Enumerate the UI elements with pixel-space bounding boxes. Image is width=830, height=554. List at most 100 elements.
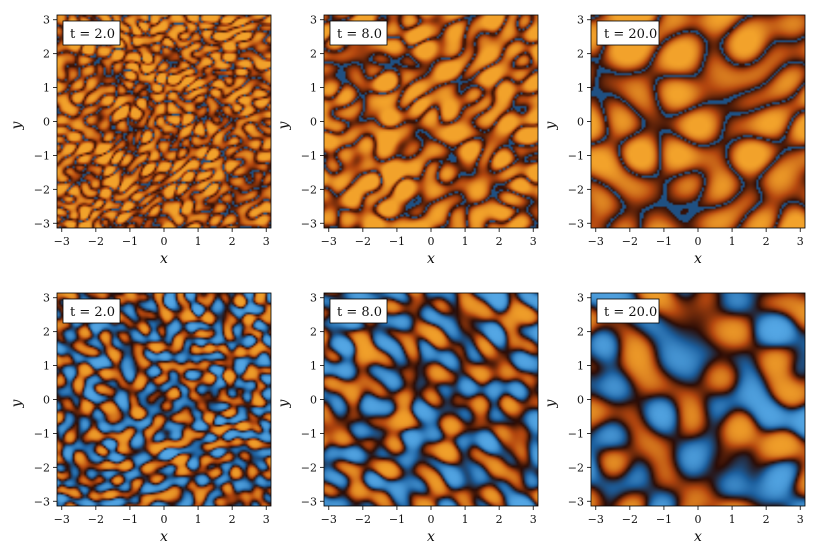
y-tick-label: 3 bbox=[310, 14, 317, 27]
x-axis-label: x bbox=[160, 529, 168, 545]
x-tick-label: 1 bbox=[729, 513, 736, 526]
time-annotation-box bbox=[62, 298, 121, 324]
x-tick-label: 1 bbox=[729, 235, 736, 248]
y-tick-label: −2 bbox=[34, 461, 50, 474]
x-tick-label: 3 bbox=[263, 513, 270, 526]
y-tick-label: 2 bbox=[310, 326, 317, 339]
panel-bottom-1: −3 −2 −1 0 1 2 3 −3 −2 −1 0 1 2 3 x y t = 2.0 bbox=[9, 292, 272, 545]
x-tick-label: 0 bbox=[695, 235, 702, 248]
panel-top-1: −3 −2 −1 0 1 2 3 −3 −2 −1 0 1 2 3 x y t = 2.0 bbox=[9, 14, 272, 267]
y-tick-label: 1 bbox=[310, 360, 317, 373]
y-tick-label: 0 bbox=[43, 394, 50, 407]
x-axis-label: x bbox=[427, 529, 435, 545]
y-tick-label: 1 bbox=[577, 360, 584, 373]
y-tick-label: −1 bbox=[301, 427, 317, 440]
x-axis-label: x bbox=[694, 529, 702, 545]
time-annotation: t = 2.0 bbox=[70, 27, 115, 42]
vorticity-field-heatmap bbox=[591, 15, 805, 228]
y-tick-label: −3 bbox=[568, 217, 584, 230]
y-tick-label: −3 bbox=[34, 495, 50, 508]
y-axis-label: y bbox=[9, 120, 25, 130]
y-tick-label: −2 bbox=[34, 183, 50, 196]
x-tick-label: −2 bbox=[622, 513, 638, 526]
y-tick-label: 2 bbox=[577, 48, 584, 61]
y-tick-label: −3 bbox=[34, 217, 50, 230]
x-tick-label: 2 bbox=[496, 235, 503, 248]
vorticity-field-heatmap bbox=[591, 293, 805, 506]
vorticity-field-heatmap bbox=[57, 293, 271, 506]
y-tick-label: 1 bbox=[43, 82, 50, 95]
y-tick-label: 0 bbox=[310, 116, 317, 129]
x-tick-label: 1 bbox=[462, 513, 469, 526]
y-axis-label: y bbox=[276, 120, 292, 130]
y-tick-label: 1 bbox=[577, 82, 584, 95]
y-tick-label: −3 bbox=[301, 217, 317, 230]
time-annotation-box bbox=[329, 298, 388, 324]
x-tick-label: −3 bbox=[54, 513, 70, 526]
x-tick-label: −3 bbox=[321, 235, 337, 248]
x-tick-label: −3 bbox=[321, 513, 337, 526]
x-tick-label: −1 bbox=[122, 235, 138, 248]
panel-top-2: −3 −2 −1 0 1 2 3 −3 −2 −1 0 1 2 3 x y t = 8.0 bbox=[276, 14, 539, 267]
y-tick-label: 3 bbox=[577, 14, 584, 27]
y-tick-label: −3 bbox=[568, 495, 584, 508]
x-tick-label: 3 bbox=[797, 513, 804, 526]
y-tick-label: −1 bbox=[34, 427, 50, 440]
x-tick-label: 3 bbox=[530, 513, 537, 526]
x-tick-label: 3 bbox=[263, 235, 270, 248]
x-tick-label: −2 bbox=[88, 513, 104, 526]
y-tick-label: −1 bbox=[568, 427, 584, 440]
y-tick-label: 1 bbox=[43, 360, 50, 373]
y-tick-label: 2 bbox=[43, 326, 50, 339]
y-tick-label: 1 bbox=[310, 82, 317, 95]
x-tick-label: 2 bbox=[229, 235, 236, 248]
time-annotation: t = 8.0 bbox=[337, 27, 382, 42]
x-tick-label: −1 bbox=[389, 235, 405, 248]
x-tick-label: 3 bbox=[530, 235, 537, 248]
y-tick-label: 2 bbox=[43, 48, 50, 61]
x-tick-label: −2 bbox=[355, 235, 371, 248]
x-tick-label: 2 bbox=[763, 235, 770, 248]
y-tick-label: 0 bbox=[43, 116, 50, 129]
x-axis-label: x bbox=[160, 251, 168, 267]
x-axis-label: x bbox=[694, 251, 702, 267]
time-annotation-box bbox=[62, 20, 121, 46]
x-tick-label: −2 bbox=[355, 513, 371, 526]
time-annotation: t = 2.0 bbox=[70, 305, 115, 320]
y-tick-label: 2 bbox=[577, 326, 584, 339]
x-tick-label: 1 bbox=[462, 235, 469, 248]
x-tick-label: −1 bbox=[656, 235, 672, 248]
y-tick-label: −3 bbox=[301, 495, 317, 508]
x-tick-label: 0 bbox=[161, 235, 168, 248]
y-tick-label: 3 bbox=[43, 14, 50, 27]
y-tick-label: −2 bbox=[568, 461, 584, 474]
time-annotation-box bbox=[596, 298, 660, 324]
y-tick-label: 0 bbox=[577, 116, 584, 129]
x-tick-label: 0 bbox=[695, 513, 702, 526]
x-tick-label: 2 bbox=[763, 513, 770, 526]
x-tick-label: 1 bbox=[195, 513, 202, 526]
x-tick-label: 0 bbox=[428, 235, 435, 248]
time-annotation-box bbox=[329, 20, 388, 46]
y-axis-label: y bbox=[9, 398, 25, 408]
x-tick-label: 0 bbox=[428, 513, 435, 526]
y-tick-label: −1 bbox=[34, 149, 50, 162]
panel-bottom-3: −3 −2 −1 0 1 2 3 −3 −2 −1 0 1 2 3 x y t = 20.0 bbox=[543, 292, 806, 545]
x-tick-label: 0 bbox=[161, 513, 168, 526]
x-tick-label: 2 bbox=[496, 513, 503, 526]
y-tick-label: 3 bbox=[577, 292, 584, 305]
y-tick-label: −1 bbox=[568, 149, 584, 162]
y-tick-label: 0 bbox=[310, 394, 317, 407]
x-tick-label: −1 bbox=[122, 513, 138, 526]
time-annotation: t = 20.0 bbox=[604, 305, 657, 320]
y-tick-label: 2 bbox=[310, 48, 317, 61]
x-tick-label: −1 bbox=[389, 513, 405, 526]
x-tick-label: −2 bbox=[622, 235, 638, 248]
x-tick-label: −3 bbox=[588, 235, 604, 248]
y-axis-label: y bbox=[276, 398, 292, 408]
y-tick-label: 0 bbox=[577, 394, 584, 407]
time-annotation: t = 8.0 bbox=[337, 305, 382, 320]
time-annotation-box bbox=[596, 20, 660, 46]
y-tick-label: −2 bbox=[301, 461, 317, 474]
vorticity-field-heatmap bbox=[57, 15, 271, 228]
